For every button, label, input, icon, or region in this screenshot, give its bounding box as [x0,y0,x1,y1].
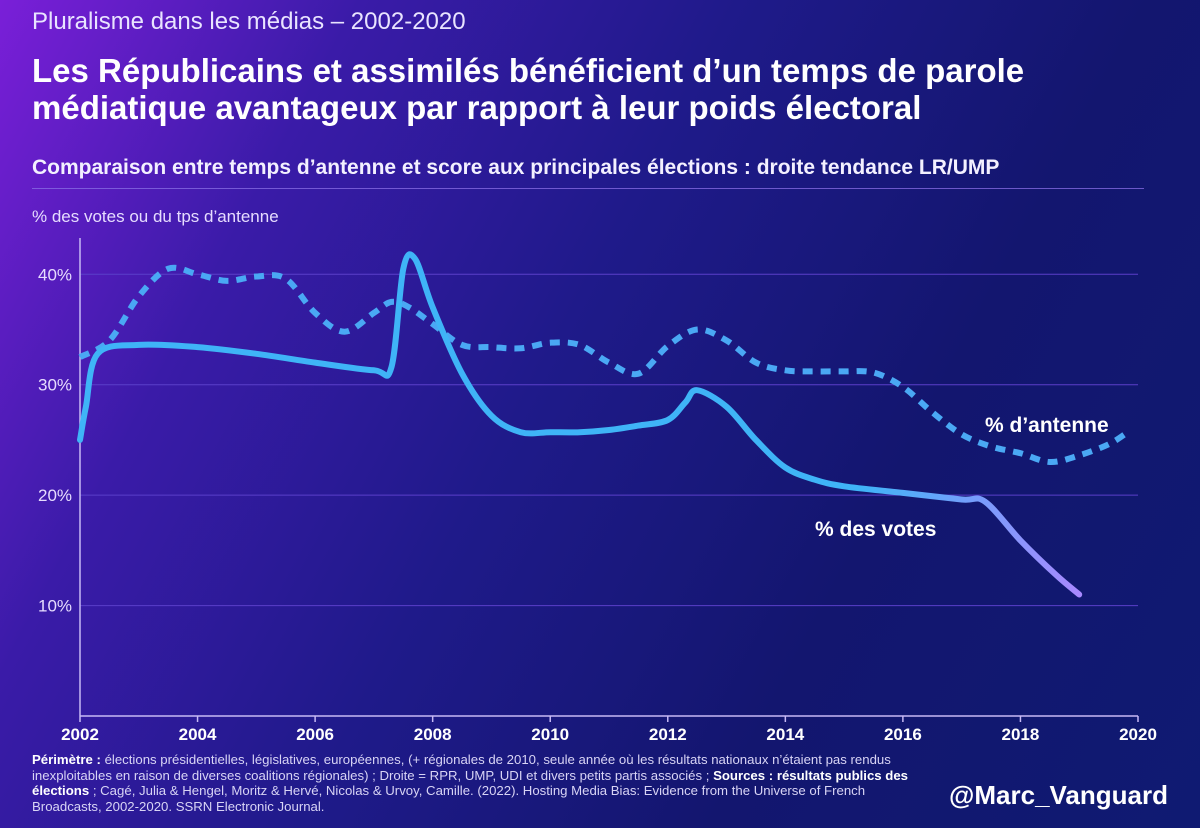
divider [32,188,1144,189]
x-tick-label: 2002 [61,725,99,744]
x-tick-label: 2018 [1002,725,1040,744]
y-axis-title: % des votes ou du tps d’antenne [32,207,279,226]
y-tick-label: 30% [38,376,72,395]
x-tick-label: 2020 [1119,725,1157,744]
footnote: Périmètre : élections présidentielles, l… [32,752,932,814]
x-tick-label: 2016 [884,725,922,744]
footnote-perimetre-text: élections présidentielles, législatives,… [32,752,891,783]
annotation-antenne: % d’antenne [985,414,1109,437]
page-title: Les Républicains et assimilés bénéficien… [32,52,1025,126]
footnote-sources-label: Sources : résultats publics des élection… [32,767,909,799]
x-tick-label: 2006 [296,725,334,744]
y-tick-label: 20% [38,486,72,505]
series-line-votes [77,251,1083,598]
chart-subtitle: Comparaison entre temps d’antenne et sco… [32,156,1000,179]
footnote-sources-text: ; Cagé, Julia & Hengel, Moritz & Hervé, … [32,783,866,814]
author-handle: @Marc_Vanguard [949,780,1168,810]
x-tick-label: 2004 [179,725,217,744]
series-line-antenne [78,264,1128,466]
footnote-perimetre-label: Périmètre : [32,752,101,767]
x-tick-label: 2010 [531,725,569,744]
x-tick-label: 2008 [414,725,452,744]
x-tick-label: 2014 [766,725,804,744]
line-chart: 10% 20% 30% 40% 2002 2004 2006 2008 2010 2012 201… [32,207,1157,744]
x-tick-label: 2012 [649,725,687,744]
y-tick-label: 10% [38,597,72,616]
y-tick-label: 40% [38,265,72,284]
annotation-votes: % des votes [815,518,936,541]
kicker: Pluralisme dans les médias – 2002-2020 [32,8,466,35]
